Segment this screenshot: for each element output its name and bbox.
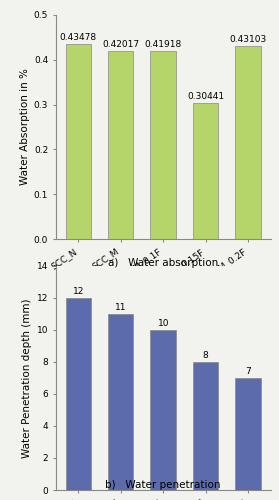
Bar [108, 51, 133, 239]
Bar [235, 378, 261, 490]
Y-axis label: Water Penetration depth (mm): Water Penetration depth (mm) [23, 298, 32, 458]
Text: 0.43478: 0.43478 [60, 34, 97, 42]
Text: 12: 12 [73, 288, 84, 296]
Bar [66, 298, 91, 490]
Y-axis label: Water Absorption in %: Water Absorption in % [20, 68, 30, 186]
Bar [193, 102, 218, 239]
Bar [150, 330, 176, 490]
X-axis label: Concrete Mix: Concrete Mix [122, 293, 204, 303]
Text: b)   Water penetration: b) Water penetration [105, 480, 221, 490]
Text: 8: 8 [203, 352, 208, 360]
Text: 0.42017: 0.42017 [102, 40, 139, 49]
Text: 11: 11 [115, 304, 126, 312]
Text: a)   Water absorption: a) Water absorption [108, 258, 218, 268]
Bar [108, 314, 133, 490]
Text: 0.43103: 0.43103 [230, 35, 267, 44]
Text: 0.41918: 0.41918 [145, 40, 182, 50]
Bar [66, 44, 91, 239]
Bar [150, 51, 176, 239]
Text: 0.30441: 0.30441 [187, 92, 224, 101]
Bar [193, 362, 218, 490]
Text: 7: 7 [245, 368, 251, 376]
Bar [235, 46, 261, 239]
Text: 10: 10 [157, 320, 169, 328]
